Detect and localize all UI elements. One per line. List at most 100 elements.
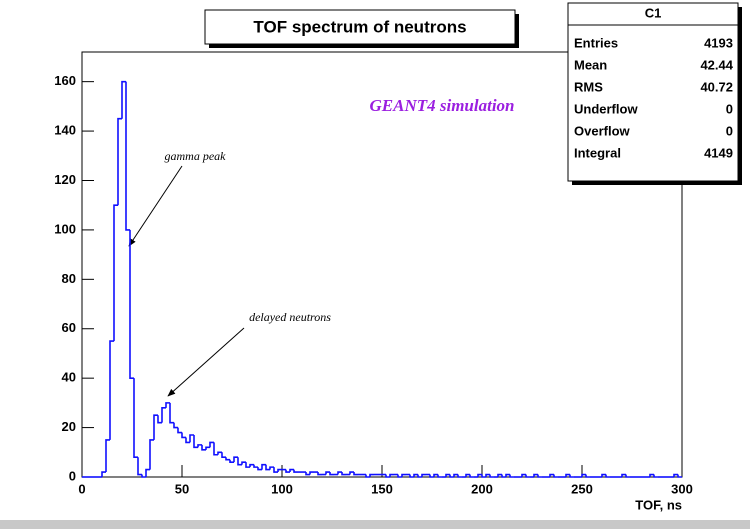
- histogram-bin: [205, 446, 210, 450]
- histogram-bin: [569, 474, 574, 478]
- histogram-bin: [105, 439, 110, 473]
- histogram-bin: [325, 471, 330, 475]
- annotation: gamma peak: [165, 149, 227, 163]
- histogram-bin: [117, 117, 122, 206]
- histogram-bin: [165, 402, 170, 408]
- stats-label: RMS: [574, 79, 603, 94]
- histogram-bin: [121, 80, 126, 119]
- histogram-bin: [449, 474, 454, 478]
- y-tick-label: 100: [54, 221, 76, 236]
- histogram-bin: [477, 473, 482, 477]
- y-tick-label: 60: [62, 320, 76, 335]
- histogram-bin: [649, 473, 654, 477]
- histogram-bin: [181, 432, 186, 439]
- histogram-bin: [305, 472, 310, 476]
- histogram-bin: [221, 452, 226, 459]
- stats-label: Mean: [574, 57, 607, 72]
- histogram-bin: [413, 473, 418, 477]
- histogram-bin: [193, 434, 198, 449]
- histogram-bin: [249, 463, 254, 468]
- histogram-bin: [537, 474, 542, 478]
- histogram-bin: [497, 473, 502, 477]
- histogram-bin: [253, 464, 258, 468]
- histogram-bin: [201, 444, 206, 451]
- histogram-bin: [101, 471, 106, 477]
- histogram-bin: [273, 467, 278, 473]
- stats-value: 4149: [704, 145, 733, 160]
- arrow: [167, 327, 245, 397]
- histogram-bin: [209, 441, 214, 448]
- histogram-bin: [149, 439, 154, 470]
- histogram-bin: [565, 473, 570, 477]
- histogram-bin: [261, 463, 266, 470]
- annotation: delayed neutrons: [249, 310, 331, 324]
- histogram-bin: [157, 415, 162, 424]
- histogram-bin: [289, 468, 294, 473]
- histogram-bin: [585, 474, 590, 478]
- histogram-bin: [353, 472, 358, 476]
- histogram-bin: [389, 473, 394, 477]
- histogram-bin: [549, 473, 554, 477]
- histogram-bin: [369, 473, 374, 477]
- x-axis-label: TOF, ns: [635, 497, 682, 512]
- histogram-bin: [601, 473, 606, 477]
- x-tick-label: 200: [471, 481, 493, 496]
- histogram-bin: [533, 473, 538, 477]
- histogram-bin: [341, 472, 346, 476]
- histogram-bin: [409, 474, 414, 478]
- stats-label: Underflow: [574, 101, 638, 116]
- stats-panel: [567, 2, 739, 182]
- histogram-bin: [677, 474, 682, 478]
- histogram-bin: [309, 471, 314, 475]
- x-tick-label: 50: [175, 481, 189, 496]
- histogram-bin: [237, 457, 242, 466]
- stats-value: 42.44: [700, 57, 733, 72]
- histogram-bin: [257, 467, 262, 471]
- histogram-bin: [129, 229, 134, 379]
- histogram-bin: [285, 469, 290, 473]
- histogram-bin: [605, 474, 610, 478]
- histogram-bin: [109, 340, 114, 440]
- histogram-bin: [137, 457, 142, 476]
- stats-label: Entries: [574, 35, 618, 50]
- histogram-bin: [625, 474, 630, 478]
- histogram-bin: [421, 473, 426, 477]
- histogram-bin: [225, 457, 230, 461]
- histogram-bin: [429, 474, 434, 478]
- bottom-bar: [0, 520, 750, 529]
- title-box: [204, 9, 516, 45]
- histogram-bin: [173, 422, 178, 429]
- histogram-bin: [293, 469, 298, 473]
- histogram-bin: [457, 474, 462, 478]
- histogram-bin: [113, 204, 118, 342]
- stats-box: C1 Entries 4193 Mean 42.44 RMS 40.72 Underflow…: [567, 2, 742, 185]
- histogram-bin: [469, 474, 474, 478]
- histogram-bin: [153, 414, 158, 440]
- histogram-bin: [229, 459, 234, 463]
- histogram-bin: [437, 474, 442, 478]
- histogram-bin: [385, 474, 390, 478]
- x-tick-label: 300: [671, 481, 693, 496]
- histogram-bin: [653, 474, 658, 478]
- histogram-bin: [433, 473, 438, 477]
- histogram-bin: [509, 474, 514, 478]
- y-tick-label: 80: [62, 271, 76, 286]
- histogram-bin: [501, 474, 506, 478]
- histogram-bin: [401, 473, 406, 477]
- arrow: [128, 165, 183, 247]
- histogram-bin: [213, 442, 218, 456]
- histogram-bin: [445, 473, 450, 477]
- histogram-bin: [177, 427, 182, 434]
- histogram-bin: [269, 466, 274, 470]
- y-tick-label: 40: [62, 370, 76, 385]
- stats-value: 40.72: [700, 79, 733, 94]
- y-tick-label: 120: [54, 172, 76, 187]
- stats-label: Overflow: [574, 123, 631, 138]
- histogram-bin: [169, 402, 174, 424]
- histogram-bin: [521, 473, 526, 477]
- histogram-bin: [397, 474, 402, 478]
- histogram-bin: [505, 473, 510, 477]
- histogram-bin: [141, 474, 146, 478]
- histogram-bin: [581, 473, 586, 477]
- histogram-bin: [133, 378, 138, 459]
